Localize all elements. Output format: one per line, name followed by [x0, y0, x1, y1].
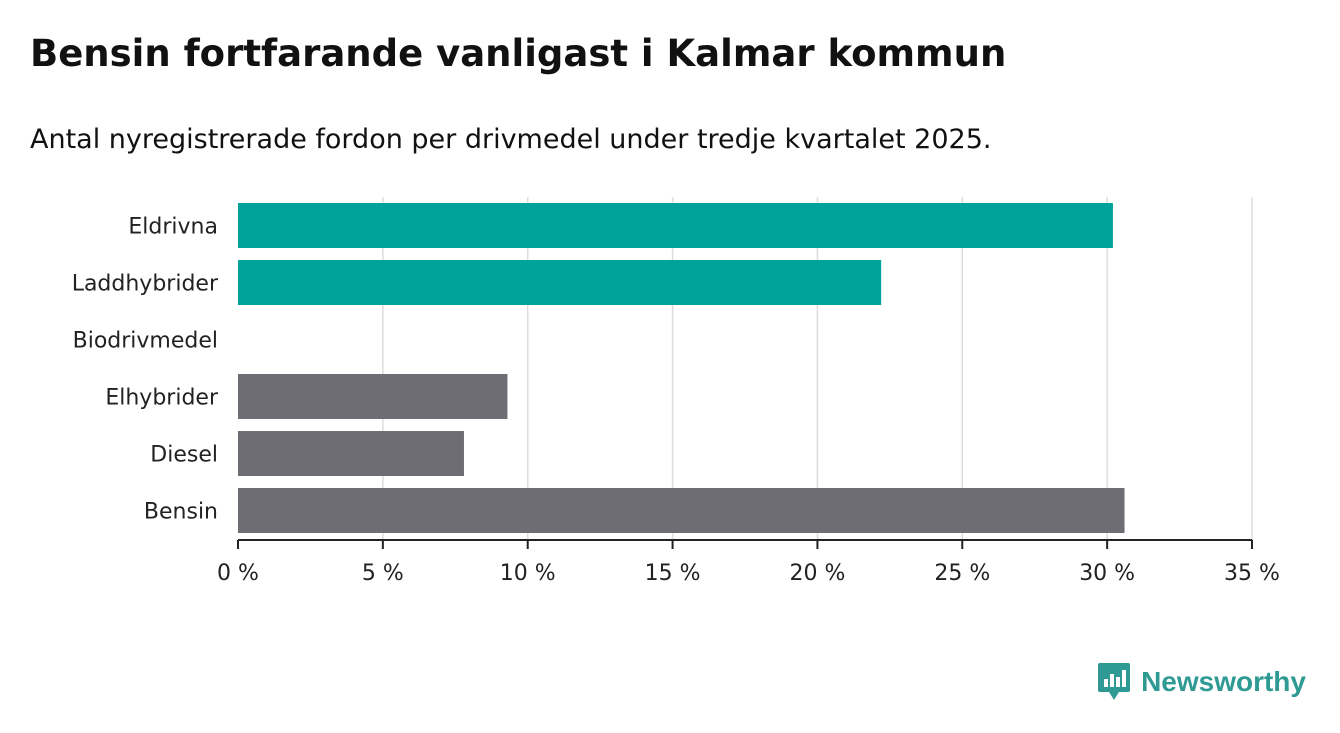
brand-name: Newsworthy: [1141, 666, 1306, 697]
x-tick-label: 15 %: [645, 561, 701, 586]
brand-logo: Newsworthy: [1097, 662, 1306, 702]
category-label: Bensin: [144, 500, 218, 525]
bar-laddhybrider: [238, 260, 882, 305]
x-tick-label: 0 %: [217, 561, 259, 586]
bar-elhybrider: [238, 374, 508, 419]
x-axis: 0 % 5 % 10 % 15 % 20 % 25 % 30 % 35 %: [217, 539, 1280, 586]
bar-eldrivna: [238, 203, 1113, 248]
category-label: Biodrivmedel: [73, 329, 218, 354]
newsworthy-chart-icon: [1098, 663, 1131, 700]
category-label: Elhybrider: [105, 386, 219, 411]
x-tick-label: 35 %: [1224, 561, 1280, 586]
x-tick-label: 30 %: [1079, 561, 1135, 586]
bars: [238, 203, 1125, 533]
bar-chart: Eldrivna Laddhybrider Biodrivmedel Elhybrid…: [72, 197, 1280, 586]
bar-bensin: [238, 488, 1125, 533]
category-labels: Eldrivna Laddhybrider Biodrivmedel Elhybrid…: [72, 215, 219, 525]
x-tick-label: 25 %: [934, 561, 990, 586]
x-tick-label: 20 %: [789, 561, 845, 586]
x-tick-label: 10 %: [500, 561, 556, 586]
category-label: Laddhybrider: [72, 272, 219, 297]
grid-lines: [382, 197, 1253, 540]
category-label: Diesel: [150, 443, 218, 468]
bar-diesel: [238, 431, 464, 476]
x-tick-label: 5 %: [362, 561, 404, 586]
chart-subtitle: Antal nyregistrerade fordon per drivmede…: [30, 124, 992, 155]
category-label: Eldrivna: [128, 215, 218, 240]
chart-title: Bensin fortfarande vanligast i Kalmar ko…: [30, 32, 1007, 75]
